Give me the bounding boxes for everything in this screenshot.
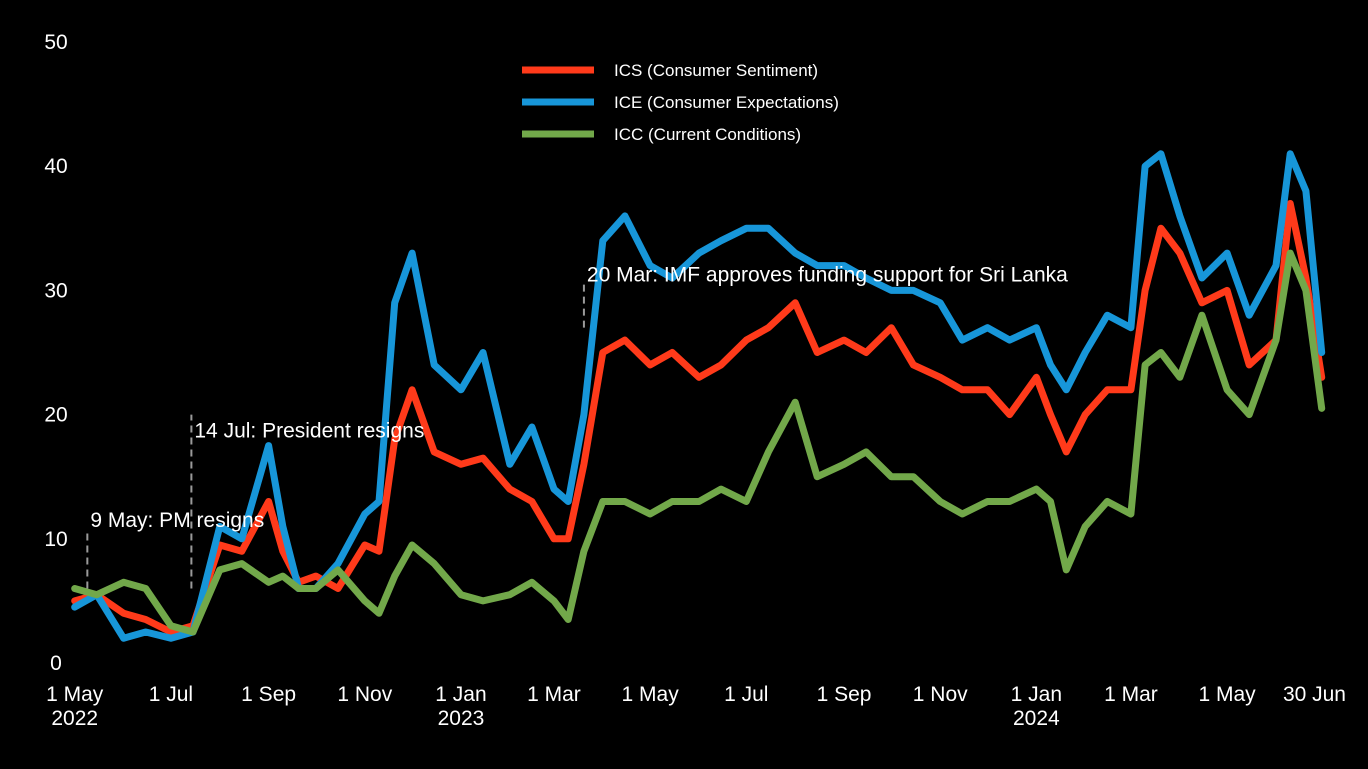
x-tick-label: 1 Sep [817, 683, 872, 706]
x-tick-label: 1 Nov [913, 683, 968, 706]
x-tick-year-label: 2023 [438, 707, 485, 730]
x-tick-label: 1 Jan [1011, 683, 1062, 706]
x-tick-label: 1 Nov [337, 683, 392, 706]
x-tick-label: 1 Mar [527, 683, 581, 706]
legend-label: ICE (Consumer Expectations) [614, 93, 839, 112]
annotation-label: 14 Jul: President resigns [194, 420, 424, 443]
legend: ICS (Consumer Sentiment) ICE (Consumer Ex… [522, 61, 839, 144]
annotation-label: 9 May: PM resigns [90, 509, 264, 532]
series-line-icc [71, 249, 1326, 636]
x-tick-label: 1 Jul [149, 683, 193, 706]
x-tick-year-label: 2022 [51, 707, 98, 730]
y-tick-label: 50 [44, 31, 67, 54]
x-tick-label: 1 Sep [241, 683, 296, 706]
x-tick-label: 1 May [1199, 683, 1257, 706]
series-layer [71, 150, 1326, 642]
x-tick-label: 1 May [46, 683, 104, 706]
legend-label: ICC (Current Conditions) [614, 125, 801, 144]
y-tick-label: 30 [44, 279, 67, 302]
y-tick-label: 0 [50, 652, 62, 675]
annotation-layer: 9 May: PM resigns 14 Jul: President resig… [86, 263, 1068, 589]
x-tick-label: 1 Jan [435, 683, 486, 706]
annotation-label: 20 Mar: IMF approves funding support for… [587, 263, 1068, 286]
x-tick-label: 1 May [622, 683, 680, 706]
y-tick-label: 20 [44, 404, 67, 427]
y-tick-label: 40 [44, 155, 67, 178]
x-tick-label: 30 Jun [1283, 683, 1346, 706]
y-tick-label: 10 [44, 528, 67, 551]
legend-label: ICS (Consumer Sentiment) [614, 61, 818, 80]
y-axis: 0 10 20 30 40 50 [44, 31, 67, 675]
x-tick-label: 1 Jul [724, 683, 768, 706]
x-tick-year-label: 2024 [1013, 707, 1060, 730]
x-tick-label: 1 Mar [1104, 683, 1158, 706]
series-line-ice [71, 150, 1326, 642]
